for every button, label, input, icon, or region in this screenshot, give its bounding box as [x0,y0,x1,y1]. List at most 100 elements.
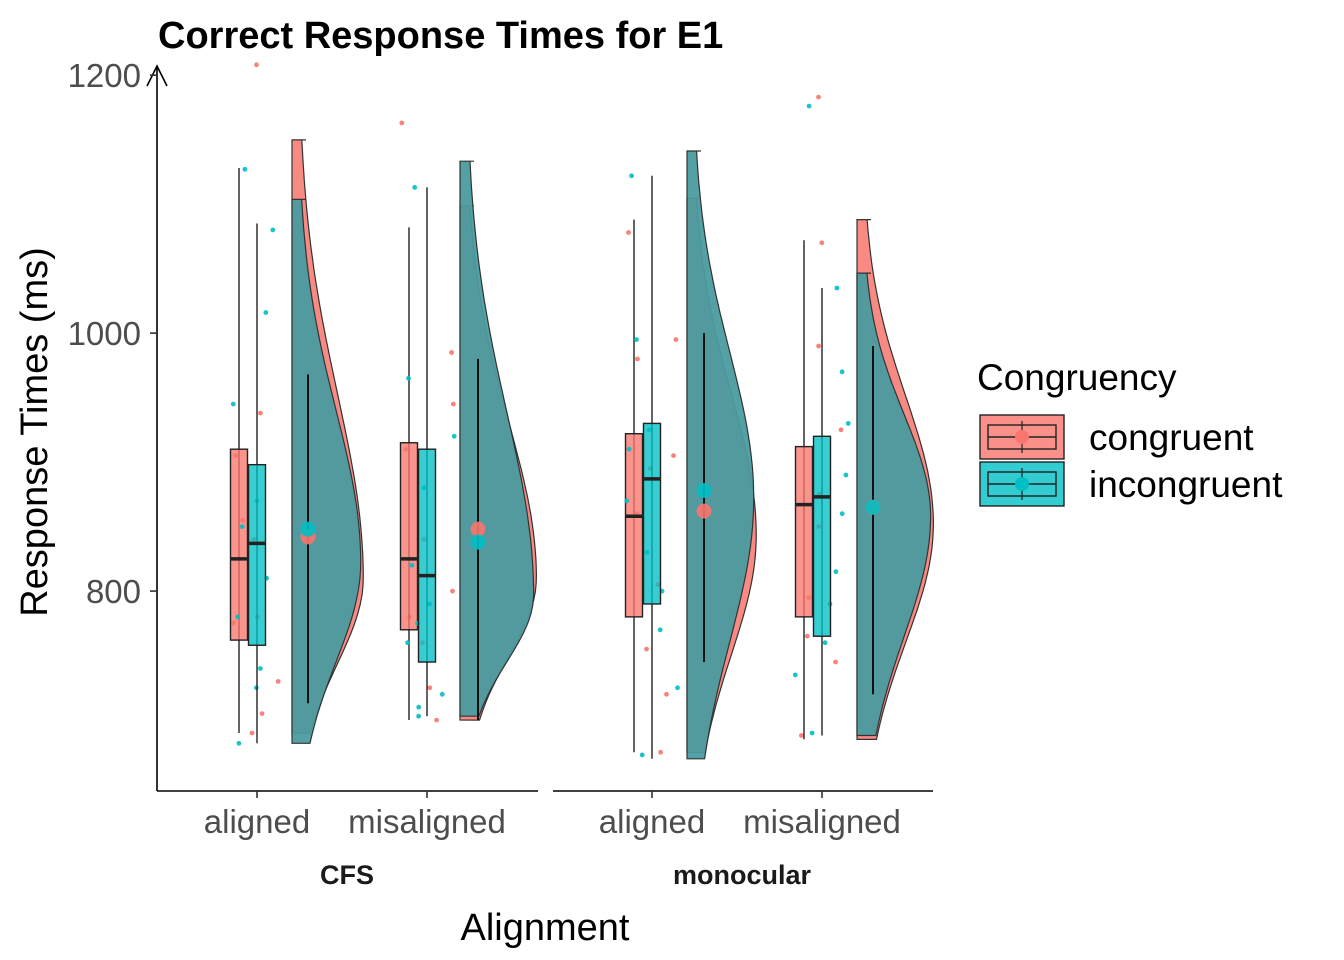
data-point-incongruent [657,627,663,633]
data-point-incongruent [626,446,632,452]
legend-key-dot [1015,430,1029,444]
box-congruent [399,442,419,631]
box-congruent [624,433,644,618]
data-point-congruent [450,588,455,594]
violin-incongruent [856,272,932,737]
data-point-incongruent [809,730,815,736]
data-point-congruent [833,659,838,665]
data-point-incongruent [833,569,839,575]
data-point-incongruent [845,421,851,426]
data-point-congruent [658,749,663,755]
data-point-incongruent [409,562,415,568]
data-point-incongruent [624,498,630,504]
legend-key-box [987,424,1057,450]
data-point-incongruent [675,685,680,691]
data-point-incongruent [839,369,845,375]
data-point-incongruent [839,511,845,517]
plot-area [229,62,935,760]
data-point-incongruent [239,524,245,529]
data-point-congruent [644,646,649,652]
legend-key-dot [1015,477,1029,491]
data-point-incongruent [263,310,269,315]
data-point-incongruent [258,666,263,671]
legend-title: Congruency [977,357,1177,398]
y-tick-label: 1200 [68,57,141,94]
data-point-congruent [259,711,265,716]
data-point-incongruent [405,640,410,646]
chart-title: Correct Response Times for E1 [158,15,723,57]
data-point-congruent [838,427,844,433]
data-point-congruent [254,62,259,68]
data-point-incongruent [634,337,639,342]
box-congruent [794,445,814,618]
data-point-incongruent [806,103,812,109]
data-point-congruent [816,94,821,100]
data-point-congruent [434,717,439,723]
data-point-incongruent [843,472,849,478]
mean-point-incongruent [865,499,881,515]
data-point-congruent [450,401,456,407]
data-point-congruent [804,633,810,639]
data-point-incongruent [242,166,248,172]
x-tick-label: misaligned [348,803,506,840]
y-axis-arrow-icon [146,64,168,87]
box-incongruent [417,448,437,663]
data-point-incongruent [792,672,798,678]
data-point-congruent [819,240,825,246]
data-point-congruent [673,337,679,342]
y-axis-title: Response Times (ms) [14,247,56,617]
data-point-incongruent [416,713,421,719]
legend: Congruency congruent incongruent [977,357,1283,507]
axes: 800 1000 1200 aligned misaligned CFS aligned mi… [68,57,933,890]
box-congruent [229,448,249,641]
x-axis-title: Alignment [461,907,630,949]
violin-incongruent [459,160,535,717]
data-point-incongruent [406,375,411,381]
box-incongruent [812,435,832,637]
box-incongruent [247,463,267,646]
data-point-congruent [449,350,454,355]
data-point-incongruent [412,185,418,190]
data-point-incongruent [236,740,242,746]
data-point-congruent [626,230,631,235]
data-point-incongruent [639,752,645,758]
data-point-incongruent [230,401,236,407]
legend-key-box [987,471,1057,497]
box-incongruent [642,422,662,605]
data-point-congruent [275,679,281,684]
data-point-incongruent [416,704,422,710]
mean-point-congruent [696,503,712,519]
data-point-congruent [635,356,640,362]
mean-point-incongruent [470,534,486,550]
data-point-congruent [249,730,255,736]
legend-label-incongruent: incongruent [1089,464,1283,505]
y-tick-label: 1000 [68,315,141,352]
legend-label-congruent: congruent [1089,417,1254,458]
data-point-incongruent [451,433,457,439]
data-point-congruent [799,733,804,738]
x-tick-label: aligned [599,803,705,840]
data-point-congruent [664,691,669,697]
mean-point-incongruent [696,482,712,498]
violin-incongruent [686,150,755,760]
mean-point-congruent [470,521,486,537]
x-tick-label: misaligned [743,803,901,840]
data-point-incongruent [270,227,276,233]
data-point-incongruent [834,285,840,291]
data-point-congruent [399,120,405,126]
violin-incongruent [291,198,362,744]
mean-point-incongruent [300,521,316,537]
facet-label: CFS [320,860,374,890]
data-point-congruent [816,343,821,349]
data-point-congruent [258,410,263,416]
facet-label: monocular [673,860,812,890]
y-tick-label: 800 [86,573,141,610]
data-point-incongruent [822,640,828,646]
data-point-incongruent [439,691,445,697]
data-point-congruent [671,453,676,458]
data-point-congruent [427,685,433,691]
x-tick-label: aligned [204,803,310,840]
data-point-incongruent [235,614,241,620]
data-point-incongruent [629,173,634,179]
